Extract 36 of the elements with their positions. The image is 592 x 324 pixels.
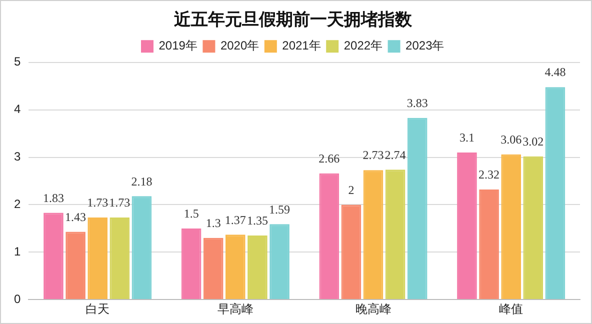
data-label: 2 — [348, 182, 354, 197]
data-label: 3.1 — [459, 130, 474, 145]
chart-title: 近五年元旦假期前一天拥堵指数 — [173, 10, 413, 29]
data-label: 2.32 — [478, 168, 500, 182]
x-tick-label: 晚高峰 — [355, 302, 392, 316]
data-label: 2.18 — [131, 174, 152, 188]
data-label: 3.02 — [522, 134, 544, 148]
x-tick-label: 早高峰 — [217, 302, 254, 316]
y-tick-label: 5 — [14, 54, 21, 69]
data-label: 1.73 — [109, 196, 130, 210]
y-tick-label: 4 — [14, 102, 21, 116]
data-label: 1.37 — [224, 212, 246, 227]
y-tick-label: 3 — [14, 150, 21, 164]
data-label: 1.83 — [42, 190, 64, 205]
y-tick-label: 2 — [14, 197, 21, 212]
data-label: 4.48 — [544, 65, 566, 80]
x-tick-label: 峰值 — [499, 302, 524, 316]
legend-label: 2020年 — [220, 38, 260, 53]
data-label: 2.66 — [318, 152, 340, 166]
data-label: 1.43 — [65, 210, 86, 224]
y-tick-label: 1 — [14, 244, 21, 258]
data-label: 2.73 — [362, 148, 384, 162]
legend-label: 2019年 — [158, 38, 198, 53]
data-label: 1.5 — [184, 206, 199, 221]
data-label: 1.73 — [87, 196, 108, 210]
x-tick-label: 白天 — [86, 302, 110, 316]
legend-label: 2021年 — [282, 38, 321, 53]
legend-label: 2022年 — [344, 38, 383, 53]
data-label: 3.06 — [500, 132, 522, 147]
data-label: 1.35 — [246, 214, 268, 228]
data-label: 1.59 — [269, 202, 290, 216]
data-label: 3.83 — [406, 96, 428, 110]
data-label: 2.74 — [384, 148, 406, 162]
legend-label: 2023年 — [406, 38, 444, 53]
y-tick-label: 0 — [14, 292, 21, 306]
data-label: 1.3 — [206, 216, 221, 230]
